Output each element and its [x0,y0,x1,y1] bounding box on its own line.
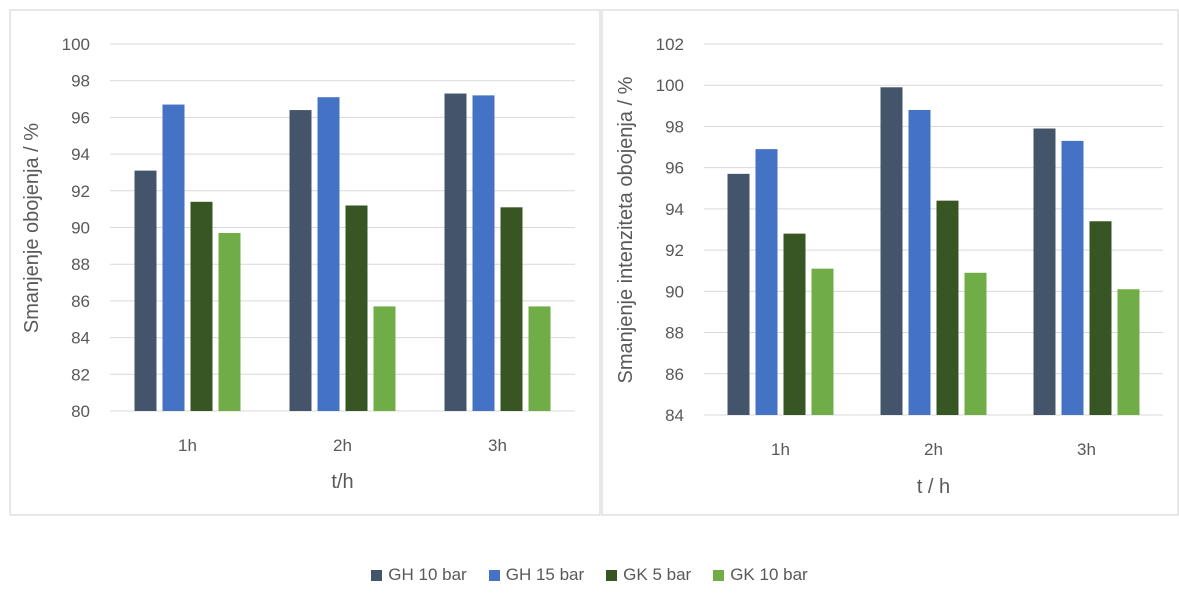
y-tick-label: 94 [71,145,90,164]
x-tick-label: 3h [1077,440,1096,459]
x-tick-label: 2h [333,436,352,455]
legend-swatch [713,569,725,581]
y-tick-label: 92 [71,182,90,201]
bar [964,272,987,415]
legend-item: GH 10 bar [371,565,467,585]
x-axis-label: t/h [331,471,353,493]
bar [444,93,467,412]
y-tick-label: 84 [71,329,90,348]
bar [880,87,903,416]
bar [1061,140,1084,415]
y-tick-label: 86 [71,292,90,311]
legend-item: GK 5 bar [606,565,691,585]
legend-item: GH 15 bar [488,565,585,585]
bar [727,173,750,415]
y-tick-label: 90 [665,282,684,301]
legend-label: GK 5 bar [623,565,692,584]
bar [373,306,396,411]
left-chart-panel: 80 82 84 86 88 90 92 94 96 98 100 1h 2h 3h t/h Smanjenj… [9,9,601,516]
y-axis-label: Smanjenje intenziteta obojenja / % [615,76,637,383]
bar [472,95,495,411]
bar [528,306,551,411]
bar [345,205,368,411]
y-tick-label: 100 [656,76,684,95]
y-tick-label: 100 [62,35,90,54]
y-tick-label: 102 [656,35,684,54]
y-tick-label: 96 [71,108,90,127]
x-tick-label: 2h [924,440,943,459]
bar [190,201,213,411]
legend: GH 10 bar GH 15 bar GK 5 bar GK 10 bar [0,565,1179,585]
bar [1089,221,1112,415]
y-tick-label: 98 [665,117,684,136]
legend-swatch [488,569,500,581]
y-axis-label: Smanjenje obojenja / % [21,123,43,333]
legend-label: GH 10 bar [388,565,467,584]
bar [811,268,834,415]
bar [1033,128,1056,415]
legend-label: GH 15 bar [505,565,585,584]
legend-label: GK 10 bar [730,565,808,584]
bar [162,104,185,412]
y-tick-label: 84 [665,406,684,425]
bar [1117,289,1140,415]
bar [218,233,241,411]
right-chart-panel: 84 86 88 90 92 94 96 98 100 102 1h 2h 3h t / h Smanjen… [601,9,1179,516]
bar [936,200,959,415]
legend-item: GK 10 bar [713,565,808,585]
x-tick-label: 3h [488,436,507,455]
legend-swatch [606,569,618,581]
bar [134,170,157,411]
bar [783,233,806,415]
y-tick-label: 88 [71,255,90,274]
y-tick-label: 98 [71,72,90,91]
y-tick-label: 96 [665,159,684,178]
bar [908,109,931,415]
x-tick-label: 1h [771,440,790,459]
y-tick-label: 94 [665,200,684,219]
bar [289,110,312,411]
bar [500,207,523,411]
bar [755,149,778,415]
x-axis-label: t / h [917,476,950,498]
y-tick-label: 88 [665,324,684,343]
y-tick-label: 90 [71,219,90,238]
legend-swatch [371,569,383,581]
y-tick-label: 86 [665,365,684,384]
x-tick-label: 1h [178,436,197,455]
y-tick-label: 82 [71,365,90,384]
y-tick-label: 80 [71,402,90,421]
y-tick-label: 92 [665,241,684,260]
bar [317,97,340,411]
